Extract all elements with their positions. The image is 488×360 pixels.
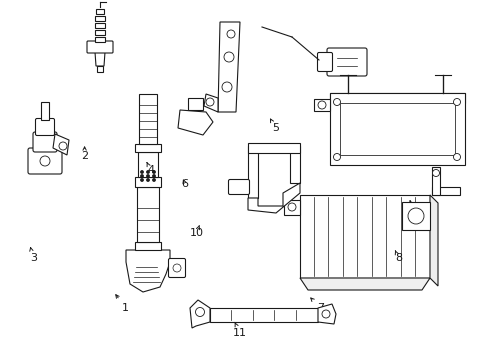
- FancyBboxPatch shape: [317, 53, 332, 72]
- Text: 9: 9: [408, 201, 416, 217]
- Bar: [137, 187, 159, 242]
- Circle shape: [59, 142, 67, 150]
- Bar: [313, 99, 329, 111]
- Bar: [139, 94, 157, 144]
- Circle shape: [224, 52, 234, 62]
- Bar: [41, 102, 49, 120]
- Polygon shape: [203, 94, 218, 112]
- Bar: [431, 167, 439, 195]
- Bar: [95, 23, 104, 28]
- Text: 6: 6: [181, 179, 188, 189]
- Bar: [95, 16, 104, 21]
- Circle shape: [452, 99, 460, 105]
- Polygon shape: [299, 278, 429, 290]
- Text: 7: 7: [310, 298, 323, 313]
- Text: 1: 1: [116, 295, 129, 313]
- Bar: [289, 146, 299, 183]
- Circle shape: [141, 175, 143, 177]
- Bar: [299, 195, 429, 278]
- Circle shape: [146, 179, 149, 181]
- Circle shape: [431, 170, 439, 176]
- FancyBboxPatch shape: [326, 48, 366, 76]
- Text: 10: 10: [189, 225, 203, 238]
- Circle shape: [317, 101, 325, 109]
- Bar: [247, 143, 299, 153]
- Polygon shape: [53, 134, 69, 155]
- Bar: [95, 37, 105, 42]
- Circle shape: [152, 171, 155, 173]
- Circle shape: [173, 264, 181, 272]
- Polygon shape: [187, 98, 203, 110]
- Circle shape: [205, 98, 214, 106]
- FancyBboxPatch shape: [87, 41, 113, 53]
- Bar: [329, 93, 464, 165]
- Text: 3: 3: [30, 248, 37, 264]
- Circle shape: [321, 310, 329, 318]
- Polygon shape: [247, 183, 299, 213]
- Circle shape: [333, 99, 340, 105]
- Circle shape: [222, 82, 231, 92]
- Polygon shape: [126, 250, 170, 292]
- Bar: [284, 200, 299, 215]
- Circle shape: [452, 153, 460, 161]
- Polygon shape: [317, 304, 335, 324]
- Polygon shape: [95, 52, 105, 66]
- Bar: [247, 146, 258, 198]
- Bar: [431, 187, 459, 195]
- FancyBboxPatch shape: [36, 118, 54, 135]
- Circle shape: [287, 203, 295, 211]
- Bar: [135, 144, 161, 152]
- Polygon shape: [218, 22, 240, 112]
- Bar: [209, 308, 317, 322]
- FancyBboxPatch shape: [33, 132, 57, 152]
- FancyBboxPatch shape: [168, 258, 185, 278]
- Circle shape: [195, 307, 204, 316]
- Circle shape: [141, 171, 143, 173]
- Polygon shape: [190, 300, 209, 328]
- Text: 2: 2: [81, 147, 88, 161]
- Bar: [96, 9, 104, 14]
- Bar: [329, 93, 464, 103]
- Circle shape: [226, 30, 235, 38]
- Bar: [401, 202, 429, 230]
- Circle shape: [333, 153, 340, 161]
- Bar: [135, 177, 161, 187]
- Circle shape: [146, 171, 149, 173]
- Circle shape: [141, 179, 143, 181]
- Circle shape: [407, 208, 423, 224]
- Text: 11: 11: [232, 322, 246, 338]
- Circle shape: [152, 179, 155, 181]
- Text: 5: 5: [270, 119, 278, 133]
- Polygon shape: [178, 110, 213, 135]
- Bar: [339, 103, 454, 155]
- Text: 8: 8: [394, 251, 401, 264]
- Circle shape: [152, 175, 155, 177]
- FancyBboxPatch shape: [28, 148, 62, 174]
- Polygon shape: [429, 195, 437, 286]
- FancyBboxPatch shape: [228, 180, 249, 194]
- Circle shape: [146, 175, 149, 177]
- Bar: [135, 242, 161, 250]
- Bar: [138, 152, 158, 177]
- Text: 4: 4: [146, 162, 154, 175]
- Bar: [97, 66, 103, 72]
- Circle shape: [40, 156, 50, 166]
- Bar: [95, 30, 104, 35]
